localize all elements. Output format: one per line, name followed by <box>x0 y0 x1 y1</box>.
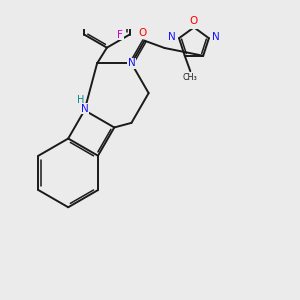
Text: H: H <box>77 95 84 106</box>
Text: N: N <box>212 32 220 42</box>
Text: N: N <box>168 32 176 42</box>
Text: N: N <box>128 58 135 68</box>
Text: N: N <box>81 104 88 114</box>
Text: O: O <box>139 28 147 38</box>
Text: F: F <box>118 30 123 40</box>
Text: CH₃: CH₃ <box>183 73 198 82</box>
Text: O: O <box>190 16 198 26</box>
